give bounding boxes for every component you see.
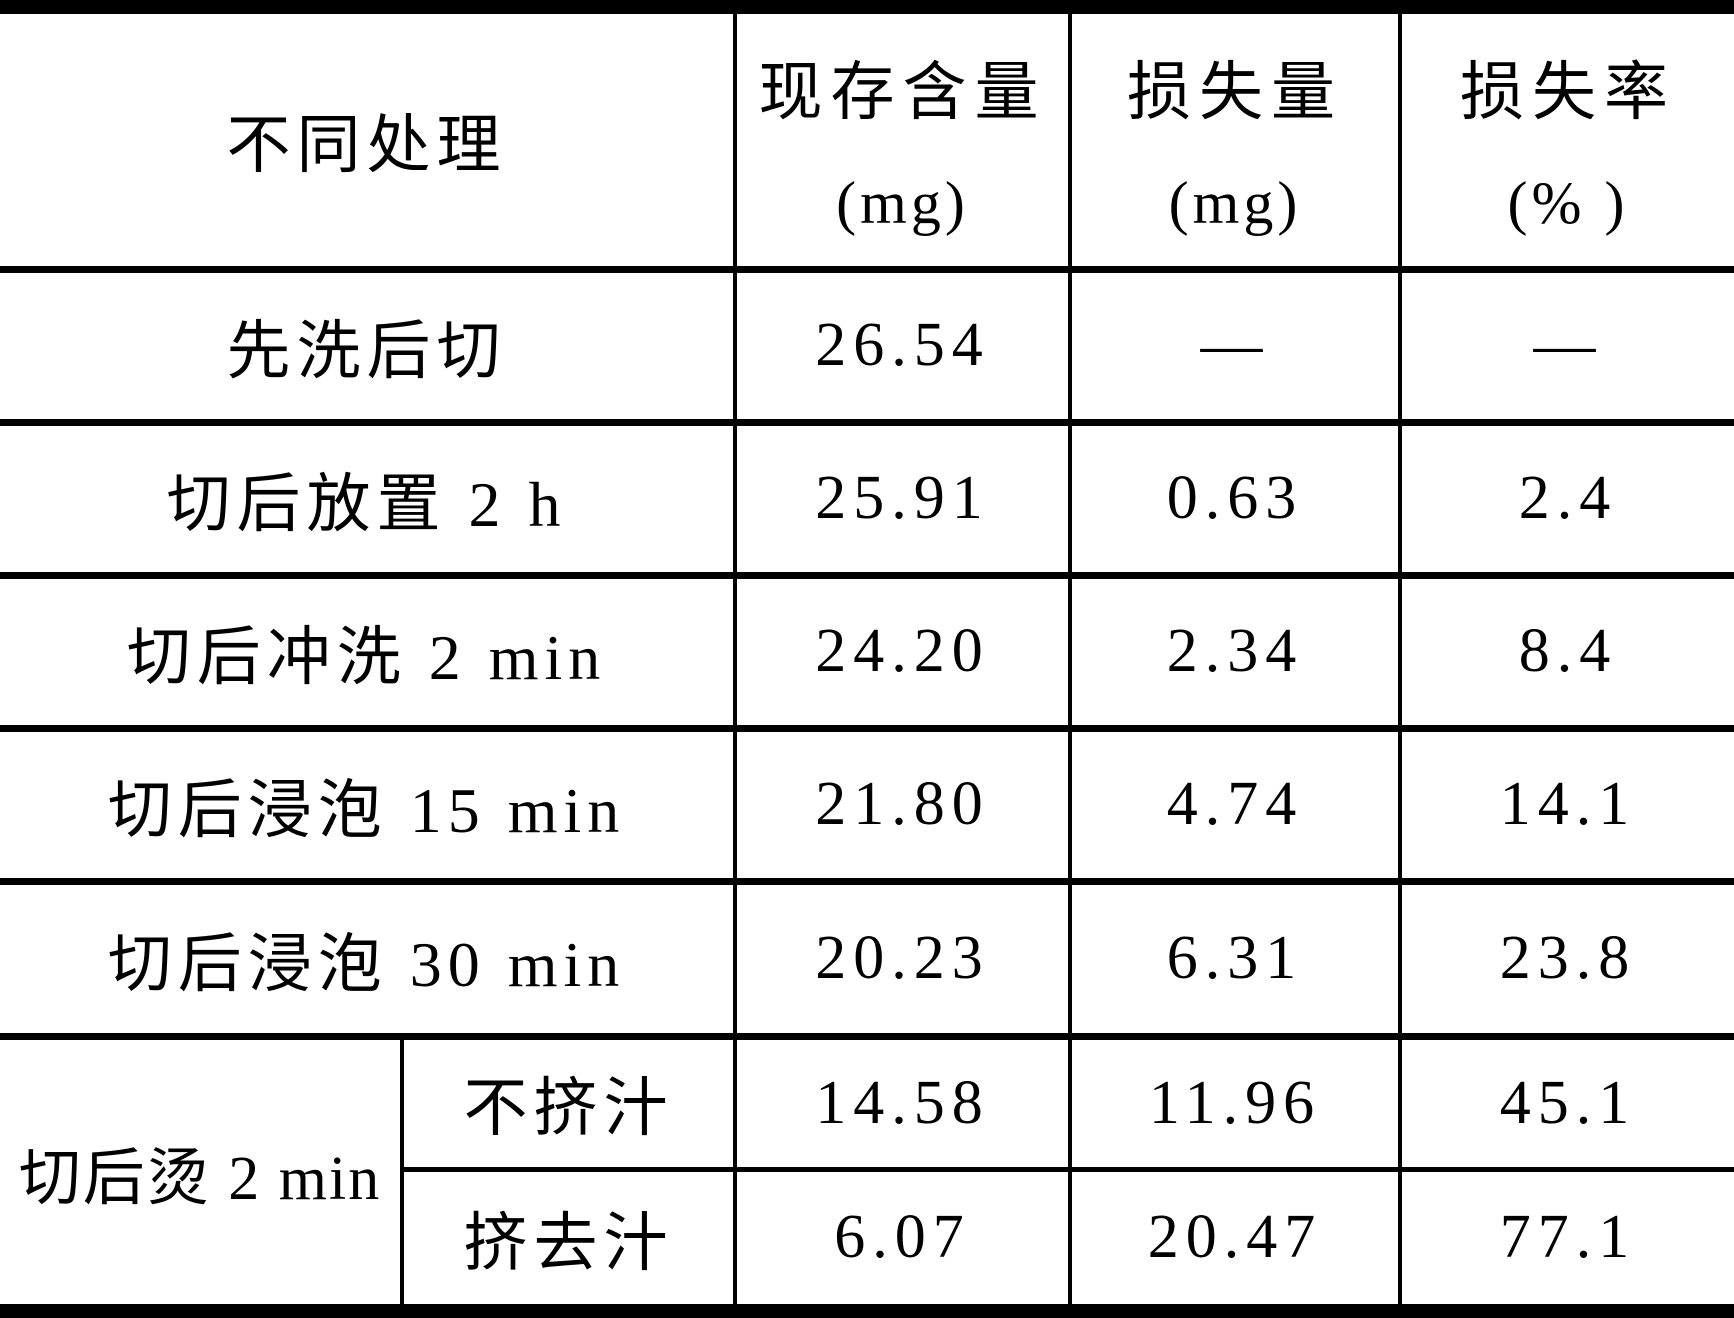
rate-value-cell: 23.8	[1398, 877, 1734, 1036]
loss-value: 2.34	[1166, 617, 1304, 685]
loss-value-cell: 4.74	[1068, 724, 1400, 881]
row-label: 切后放置 2 h	[166, 468, 567, 540]
header-cell-loss: 损失量 (mg)	[1068, 7, 1400, 269]
rate-value-cell: 14.1	[1398, 724, 1734, 881]
loss-value: 20.47	[1147, 1203, 1323, 1272]
content-value-cell: 21.80	[733, 724, 1070, 881]
row-label: 切后冲洗 2 min	[126, 621, 607, 693]
group-label: 切后烫 2 min	[18, 1144, 382, 1213]
header-rate-stack: 损失率 (% )	[1404, 41, 1734, 238]
header-content-label: 现存含量	[758, 57, 1047, 129]
table-row: 切后冲洗 2 min 24.20 2.34 8.4	[0, 571, 1734, 728]
header-content-unit: (mg)	[836, 170, 969, 237]
loss-value-cell: 6.31	[1068, 877, 1400, 1036]
table-row: 挤去汁 6.07 20.47 77.1	[0, 1166, 1734, 1311]
rate-value: 2.4	[1518, 464, 1618, 532]
content-value-cell: 6.07	[733, 1166, 1070, 1311]
loss-value: 0.63	[1166, 464, 1304, 532]
content-value-cell: 24.20	[733, 571, 1070, 728]
rate-value: 77.1	[1499, 1203, 1637, 1272]
loss-value-cell: 11.96	[1068, 1032, 1400, 1169]
content-value: 21.80	[815, 770, 990, 838]
rate-value: —	[1533, 311, 1603, 379]
loss-value-cell: 0.63	[1068, 418, 1400, 575]
loss-value-cell: 2.34	[1068, 571, 1400, 728]
header-cell-rate: 损失率 (% )	[1398, 7, 1734, 269]
loss-value: 4.74	[1166, 770, 1304, 838]
rate-value: 14.1	[1499, 770, 1637, 838]
content-value: 24.20	[815, 617, 990, 685]
table-row: 切后浸泡 30 min 20.23 6.31 23.8	[0, 877, 1734, 1036]
table-row: 切后烫 2 min 不挤汁 14.58 11.96 45.1	[0, 1032, 1734, 1311]
rate-value-cell: —	[1398, 265, 1734, 422]
sub-label: 挤去汁	[463, 1207, 674, 1279]
content-value: 14.58	[815, 1068, 990, 1137]
rate-value-cell: 8.4	[1398, 571, 1734, 728]
row-label: 切后浸泡 15 min	[107, 774, 626, 846]
header-content-stack: 现存含量 (mg)	[739, 41, 1068, 238]
table-header-row: 不同处理 现存含量 (mg) 损失量 (mg) 损失率 (% )	[0, 7, 1734, 269]
content-value-cell: 26.54	[733, 265, 1070, 422]
row-label-cell: 切后冲洗 2 min	[0, 571, 735, 728]
loss-value-cell: —	[1068, 265, 1400, 422]
content-value: 20.23	[815, 924, 990, 992]
header-cell-treatment: 不同处理	[0, 7, 735, 269]
group-label-cell: 切后烫 2 min	[0, 1032, 402, 1311]
row-label-cell: 切后浸泡 15 min	[0, 724, 735, 881]
header-rate-unit: (% )	[1507, 170, 1629, 237]
row-label-cell: 切后放置 2 h	[0, 418, 735, 575]
sub-label: 不挤汁	[463, 1073, 674, 1144]
rate-value-cell: 2.4	[1398, 418, 1734, 575]
header-loss-unit: (mg)	[1168, 170, 1302, 237]
header-loss-label: 损失量	[1127, 57, 1343, 129]
header-rate-label: 损失率	[1460, 57, 1676, 129]
content-value: 25.91	[815, 464, 990, 532]
table-row: 切后浸泡 15 min 21.80 4.74 14.1	[0, 724, 1734, 881]
rate-value-cell: 45.1	[1398, 1032, 1734, 1169]
header-cell-content: 现存含量 (mg)	[733, 7, 1070, 269]
content-value: 6.07	[834, 1203, 971, 1272]
content-value-cell: 14.58	[733, 1032, 1070, 1169]
row-label: 先洗后切	[226, 315, 507, 387]
loss-value-cell: 20.47	[1068, 1166, 1400, 1311]
content-value: 26.54	[815, 311, 990, 379]
rate-value: 8.4	[1518, 617, 1618, 685]
row-label: 切后浸泡 30 min	[107, 928, 626, 1000]
row-label-cell: 先洗后切	[0, 265, 735, 422]
table-row: 先洗后切 26.54 — —	[0, 265, 1734, 422]
header-loss-stack: 损失量 (mg)	[1074, 41, 1398, 238]
sub-label-cell: 挤去汁	[400, 1166, 735, 1311]
content-value-cell: 25.91	[733, 418, 1070, 575]
sub-label-cell: 不挤汁	[400, 1032, 735, 1169]
row-label-cell: 切后浸泡 30 min	[0, 877, 735, 1036]
loss-value: 6.31	[1166, 924, 1304, 992]
loss-value: 11.96	[1148, 1068, 1322, 1137]
content-value-cell: 20.23	[733, 877, 1070, 1036]
table-row: 切后放置 2 h 25.91 0.63 2.4	[0, 418, 1734, 575]
rate-value-cell: 77.1	[1398, 1166, 1734, 1311]
rate-value: 23.8	[1499, 924, 1637, 992]
rate-value: 45.1	[1499, 1068, 1637, 1137]
loss-value: —	[1200, 311, 1270, 379]
header-treatment-label: 不同处理	[226, 109, 507, 181]
